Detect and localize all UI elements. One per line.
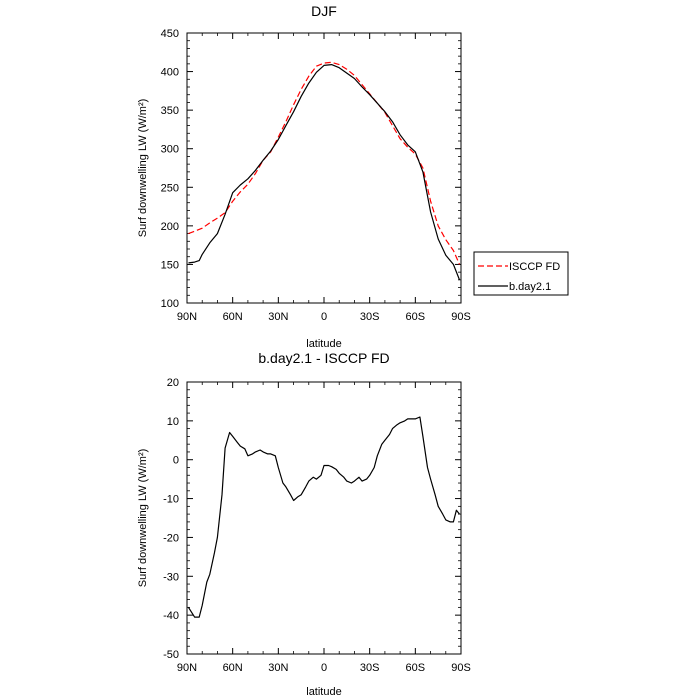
plot-frame bbox=[186, 32, 462, 304]
chart-title: b.day2.1 - ISCCP FD bbox=[258, 350, 389, 366]
y-tick-label: 20 bbox=[167, 377, 179, 389]
x-tick-label: 90S bbox=[451, 311, 471, 323]
y-tick-label: 450 bbox=[161, 28, 179, 40]
series-line-b-day2-1 bbox=[188, 63, 461, 281]
x-axis-label: latitude bbox=[306, 338, 341, 350]
chart-top: DJF 100 150 200 250 300 350 400 450 90N 60N 30N 0 30… bbox=[137, 3, 569, 350]
legend-label-b-day2-1: b.day2.1 bbox=[509, 281, 551, 293]
y-tick-label: 250 bbox=[161, 182, 179, 194]
series-line-b-day2-1-isccp-fd bbox=[187, 416, 460, 618]
y-tick-label: -30 bbox=[163, 571, 179, 583]
y-tick-label: 200 bbox=[161, 221, 179, 233]
x-tick-label: 30S bbox=[360, 311, 380, 323]
y-tick-label: 300 bbox=[161, 144, 179, 156]
x-tick-label: 60S bbox=[406, 662, 426, 674]
x-tick-label: 90S bbox=[451, 662, 471, 674]
y-tick-label: -50 bbox=[163, 649, 179, 661]
x-tick-label: 60S bbox=[406, 311, 426, 323]
x-tick-label: 60N bbox=[223, 311, 243, 323]
legend: ISCCP FD b.day2.1 bbox=[473, 251, 569, 296]
chart-bottom: b.day2.1 - ISCCP FD -50 -40 -30 -20 -10 0 10 20… bbox=[137, 350, 471, 698]
y-axis-label: Surf downwelling LW (W/m²) bbox=[137, 449, 149, 588]
y-tick-label: 150 bbox=[161, 259, 179, 271]
x-axis-label: latitude bbox=[306, 686, 341, 698]
x-tick-label: 90N bbox=[177, 662, 197, 674]
series-line-isccp-fd bbox=[188, 61, 461, 265]
y-tick-label: 100 bbox=[161, 298, 179, 310]
legend-label-isccp-fd: ISCCP FD bbox=[509, 261, 560, 273]
y-tick-label: -20 bbox=[163, 532, 179, 544]
x-tick-label: 90N bbox=[177, 311, 197, 323]
y-tick-label: 400 bbox=[161, 67, 179, 79]
y-axis-label: Surf downwelling LW (W/m²) bbox=[137, 99, 149, 238]
x-tick-label: 0 bbox=[321, 662, 327, 674]
legend-box bbox=[473, 251, 569, 296]
y-tick-label: 10 bbox=[167, 416, 179, 428]
x-tick-label: 0 bbox=[321, 311, 327, 323]
x-tick-label: 30S bbox=[360, 662, 380, 674]
y-tick-label: -40 bbox=[163, 610, 179, 622]
y-tick-label: 350 bbox=[161, 105, 179, 117]
plot-frame bbox=[186, 381, 462, 655]
y-tick-label: 0 bbox=[173, 455, 179, 467]
x-tick-label: 30N bbox=[268, 662, 288, 674]
x-tick-label: 30N bbox=[268, 311, 288, 323]
y-tick-label: -10 bbox=[163, 494, 179, 506]
chart-title: DJF bbox=[311, 3, 337, 19]
x-tick-label: 60N bbox=[223, 662, 243, 674]
